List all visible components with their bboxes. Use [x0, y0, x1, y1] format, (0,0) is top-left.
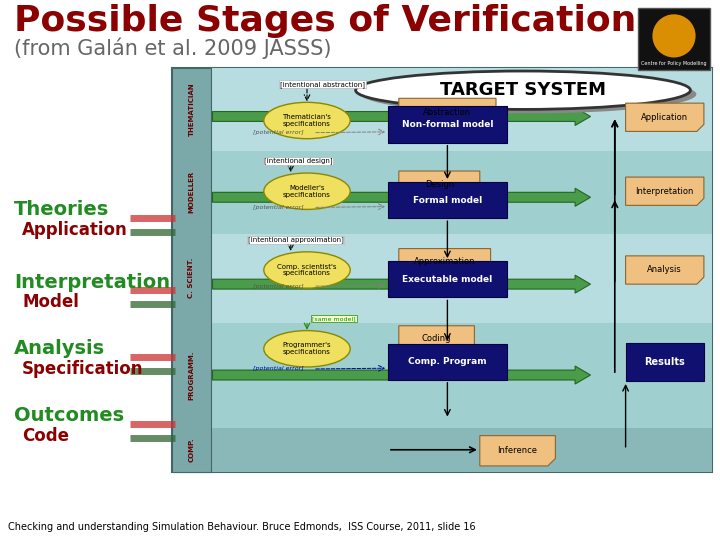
Text: Comp. scientist's
specifications: Comp. scientist's specifications: [277, 264, 337, 276]
Circle shape: [652, 14, 696, 57]
Text: [intentional design]: [intentional design]: [264, 158, 333, 164]
Ellipse shape: [356, 71, 690, 110]
Bar: [172, 234, 712, 322]
Text: [potential error]: [potential error]: [253, 284, 304, 289]
Bar: [172, 68, 712, 151]
Polygon shape: [212, 366, 590, 384]
Text: Results: Results: [644, 357, 685, 367]
Text: Application: Application: [642, 113, 688, 122]
Text: [same model]: [same model]: [312, 316, 356, 321]
Text: Analysis: Analysis: [647, 266, 682, 274]
Polygon shape: [626, 256, 704, 284]
Text: Outcomes: Outcomes: [14, 406, 124, 425]
Polygon shape: [212, 275, 590, 293]
Bar: [626, 343, 704, 381]
Text: PROGRAMM.: PROGRAMM.: [189, 350, 194, 400]
Text: THEMATICIAN: THEMATICIAN: [189, 83, 194, 136]
Text: [potential error]: [potential error]: [253, 205, 304, 210]
Text: Thematician's
specifications: Thematician's specifications: [282, 114, 331, 127]
Text: Possible Stages of Verification: Possible Stages of Verification: [14, 4, 636, 38]
Polygon shape: [399, 98, 496, 126]
Text: Interpretation: Interpretation: [14, 273, 170, 292]
Text: Formal model: Formal model: [413, 195, 482, 205]
Text: TARGET SYSTEM: TARGET SYSTEM: [440, 81, 606, 99]
Text: Interpretation: Interpretation: [636, 187, 694, 195]
Ellipse shape: [361, 75, 696, 113]
Polygon shape: [399, 171, 480, 197]
Text: Coding: Coding: [422, 334, 451, 343]
Bar: [172, 428, 712, 472]
Text: MODELLER: MODELLER: [189, 171, 194, 213]
Text: (from Galán et al. 2009 JASSS): (from Galán et al. 2009 JASSS): [14, 37, 331, 59]
Polygon shape: [212, 107, 590, 125]
Text: Specification: Specification: [22, 360, 143, 378]
Text: Centre for Policy Modelling: Centre for Policy Modelling: [642, 61, 707, 66]
Text: Analysis: Analysis: [14, 340, 105, 359]
Text: [intentional abstraction]: [intentional abstraction]: [280, 81, 365, 87]
Bar: [388, 343, 507, 380]
Text: Programmer's
specifications: Programmer's specifications: [283, 342, 331, 355]
Text: Design: Design: [425, 180, 454, 188]
Ellipse shape: [264, 252, 350, 288]
Bar: [172, 322, 712, 428]
Ellipse shape: [264, 173, 350, 210]
Text: [potential error]: [potential error]: [253, 367, 304, 372]
Text: Abstraction: Abstraction: [423, 108, 472, 117]
Ellipse shape: [264, 103, 350, 139]
Text: Non-formal model: Non-formal model: [402, 120, 493, 129]
Bar: [638, 8, 710, 70]
Text: Approximation: Approximation: [414, 257, 475, 266]
Text: Theories: Theories: [14, 200, 109, 219]
Text: COMP.: COMP.: [189, 437, 194, 462]
Bar: [172, 68, 211, 472]
Text: Application: Application: [22, 220, 127, 239]
Text: [potential error]: [potential error]: [253, 130, 304, 135]
Bar: [388, 261, 507, 298]
Ellipse shape: [264, 330, 350, 367]
Bar: [172, 151, 712, 234]
Text: Code: Code: [22, 427, 69, 444]
Bar: [388, 182, 507, 218]
Polygon shape: [212, 188, 590, 206]
Bar: [172, 68, 712, 472]
Text: Model: Model: [22, 293, 79, 311]
Polygon shape: [626, 103, 704, 131]
Polygon shape: [480, 436, 555, 466]
Text: Executable model: Executable model: [402, 275, 492, 284]
Text: [intentional approximation]: [intentional approximation]: [248, 237, 343, 243]
Text: Modeller's
specifications: Modeller's specifications: [283, 185, 331, 198]
Polygon shape: [399, 248, 490, 275]
Polygon shape: [399, 326, 474, 352]
Bar: [388, 106, 507, 143]
Text: Inference: Inference: [498, 446, 538, 455]
Text: Comp. Program: Comp. Program: [408, 357, 487, 366]
Text: Checking and understanding Simulation Behaviour. Bruce Edmonds,  ISS Course, 201: Checking and understanding Simulation Be…: [8, 522, 476, 532]
Text: C. SCIENT.: C. SCIENT.: [189, 258, 194, 298]
Polygon shape: [626, 177, 704, 205]
